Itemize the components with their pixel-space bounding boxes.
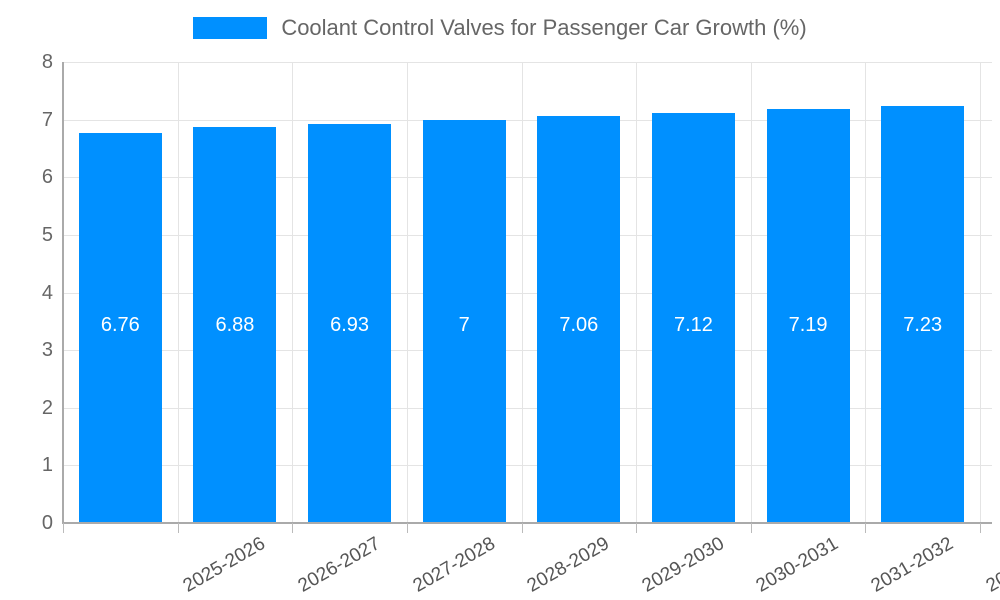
- bar-value-label: 6.76: [100, 314, 140, 336]
- bar-column[interactable]: 7.06: [537, 62, 621, 523]
- legend-label: Coolant Control Valves for Passenger Car…: [281, 15, 807, 40]
- x-axis-tick-mark: [751, 523, 752, 533]
- bar-column[interactable]: 7.12: [651, 62, 735, 523]
- bar-column[interactable]: 6.88: [193, 62, 277, 523]
- bar[interactable]: [308, 123, 392, 523]
- x-axis-tick-mark: [522, 523, 523, 533]
- x-axis-tick-mark: [407, 523, 408, 533]
- x-axis-tick-label: 2027-2028: [409, 533, 499, 597]
- bar[interactable]: [193, 126, 277, 523]
- x-axis-tick-label: 2030-2031: [753, 533, 843, 597]
- gridline-vertical: [407, 62, 408, 523]
- x-axis-tick-label: 2029-2030: [638, 533, 728, 597]
- y-axis-tick-labels: 0 1 2 3 4 5 6 7 8: [0, 0, 53, 600]
- x-axis-tick-label: 2026-2027: [294, 533, 384, 597]
- x-axis-tick-mark: [292, 523, 293, 533]
- gridline-vertical: [980, 62, 981, 523]
- bar-column[interactable]: 7: [422, 62, 506, 523]
- bar-column[interactable]: 7.23: [881, 62, 965, 523]
- x-axis-line: [63, 522, 992, 524]
- plot-area: 6.76 6.88 6.93 7 7.06 7.12 7.19 7.23: [63, 62, 992, 524]
- gridline-horizontal: [63, 177, 992, 179]
- bar[interactable]: [766, 108, 850, 523]
- y-axis-tick-label: 8: [41, 51, 53, 73]
- bar-column[interactable]: 6.93: [308, 62, 392, 523]
- y-axis-tick-label: 6: [41, 166, 53, 189]
- chart-legend: Coolant Control Valves for Passenger Car…: [0, 0, 1000, 56]
- gridline-horizontal: [63, 234, 992, 236]
- gridline-horizontal: [63, 350, 992, 352]
- x-axis-tick-label: 2025-2026: [179, 533, 270, 597]
- y-axis-tick-label: 4: [41, 281, 53, 304]
- x-axis-tick-label: 2028-2029: [523, 533, 614, 597]
- bar-value-label: 7: [458, 314, 470, 336]
- y-axis-tick-label: 1: [41, 454, 53, 477]
- bar-value-label: 6.88: [215, 314, 255, 336]
- legend-color-swatch: [193, 17, 268, 39]
- y-axis-line: [62, 62, 64, 524]
- bar-value-label: 6.93: [330, 314, 370, 336]
- bar-value-label: 7.19: [788, 314, 828, 336]
- bar-column[interactable]: 7.19: [766, 62, 850, 523]
- gridline-horizontal: [63, 119, 992, 121]
- bar[interactable]: [537, 116, 621, 523]
- x-axis-tick-mark: [178, 523, 179, 533]
- bar[interactable]: [651, 112, 735, 523]
- bar[interactable]: [881, 106, 965, 523]
- y-axis-tick-label: 0: [41, 512, 53, 534]
- gridline-vertical: [522, 62, 523, 523]
- gridline-vertical: [178, 62, 179, 523]
- gridline-vertical: [865, 62, 866, 523]
- x-axis-tick-mark: [980, 523, 981, 533]
- gridline-horizontal: [63, 292, 992, 294]
- y-axis-tick-label: 5: [41, 223, 53, 246]
- bar[interactable]: [422, 119, 506, 523]
- x-axis-tick-label: 2031-2032: [867, 533, 957, 597]
- y-axis-tick-label: 7: [41, 108, 53, 131]
- bar[interactable]: [78, 133, 162, 523]
- x-axis-tick-mark: [865, 523, 866, 533]
- bar-column[interactable]: 6.76: [78, 62, 162, 523]
- x-axis-tick-mark: [636, 523, 637, 533]
- y-axis-tick-label: 3: [41, 339, 53, 362]
- gridline-vertical: [636, 62, 637, 523]
- gridline-horizontal: [63, 407, 992, 409]
- bar-value-label: 7.06: [559, 314, 599, 336]
- bar-value-label: 7.12: [673, 314, 713, 336]
- x-axis-tick-label: 2032-2033: [982, 533, 1000, 597]
- gridline-horizontal: [63, 62, 992, 63]
- gridline-vertical: [751, 62, 752, 523]
- bar-value-label: 7.23: [903, 314, 943, 336]
- legend-item[interactable]: Coolant Control Valves for Passenger Car…: [193, 15, 807, 40]
- y-axis-tick-label: 2: [41, 396, 53, 419]
- gridline-vertical: [292, 62, 293, 523]
- x-axis-tick-mark: [63, 523, 64, 533]
- gridline-horizontal: [63, 465, 992, 467]
